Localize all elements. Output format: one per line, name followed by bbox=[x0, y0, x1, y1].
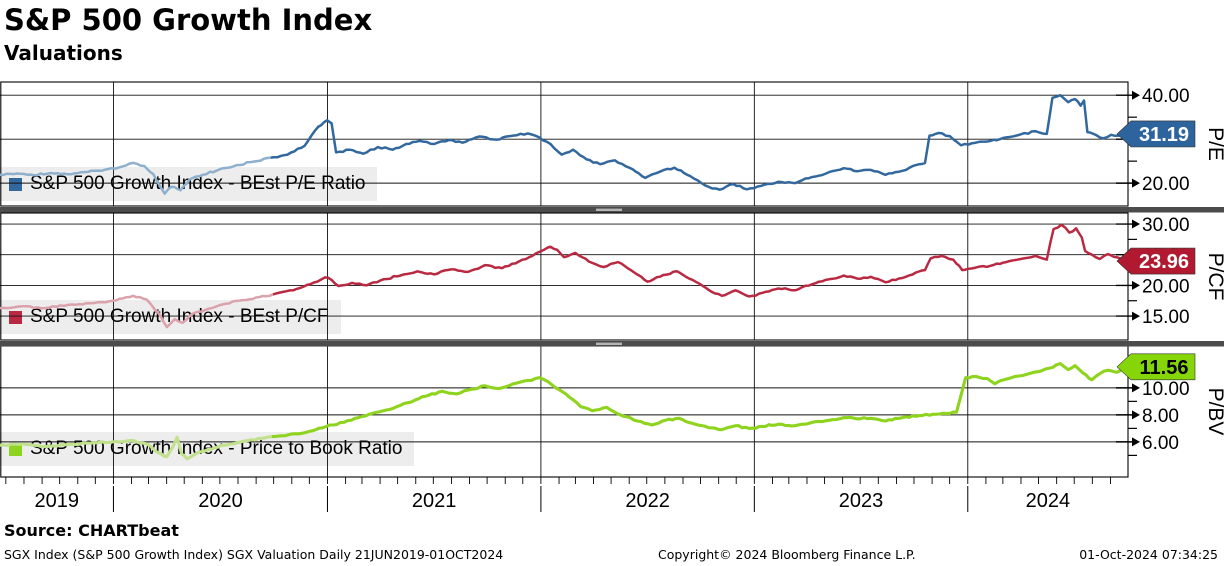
series-line-faded bbox=[0, 293, 274, 329]
year-label-2020: 2020 bbox=[198, 490, 243, 512]
series-line bbox=[272, 223, 1129, 298]
series-line-faded bbox=[0, 435, 272, 461]
last-value-label: 31.19 bbox=[1139, 124, 1189, 146]
last-value-label: 11.56 bbox=[1140, 357, 1189, 379]
y-tick-label: 10.00 bbox=[1142, 379, 1190, 400]
tick-arrow-icon bbox=[1132, 219, 1140, 229]
y-tick-label: 8.00 bbox=[1142, 406, 1179, 427]
y-tick-label: 20.00 bbox=[1142, 174, 1190, 195]
panel-separator[interactable] bbox=[0, 207, 1224, 213]
year-label-2023: 2023 bbox=[839, 490, 884, 512]
y-tick-label: 40.00 bbox=[1142, 86, 1190, 107]
year-label-2019: 2019 bbox=[34, 490, 79, 512]
year-label-2021: 2021 bbox=[412, 490, 457, 512]
axis-title-pcf: P/CF bbox=[1204, 253, 1224, 301]
page-subtitle: Valuations bbox=[4, 41, 123, 65]
last-value-label: 23.96 bbox=[1139, 251, 1189, 273]
footer-timestamp: 01-Oct-2024 07:34:25 bbox=[1079, 547, 1218, 562]
separator-handle-icon[interactable] bbox=[596, 342, 622, 345]
month-ticks bbox=[5, 477, 1111, 484]
x-axis-labels: 2019 2020 2021 2022 2023 2024 bbox=[34, 486, 1070, 512]
footer-copyright: Copyright© 2024 Bloomberg Finance L.P. bbox=[658, 547, 916, 562]
last-value-badge bbox=[1116, 353, 1196, 381]
tick-arrow-icon bbox=[1132, 178, 1140, 188]
tick-arrow-icon bbox=[1132, 280, 1140, 290]
series-line-faded bbox=[0, 156, 271, 195]
series-line bbox=[270, 93, 1129, 191]
y-tick-label: 6.00 bbox=[1142, 433, 1179, 454]
tick-arrow-icon bbox=[1132, 410, 1140, 420]
axis-title-pe: P/E bbox=[1204, 127, 1224, 161]
legend-marker-pcf-icon bbox=[9, 310, 22, 324]
y-tick-label: 30.00 bbox=[1142, 215, 1190, 236]
series-line bbox=[271, 362, 1129, 439]
tick-arrow-icon bbox=[1132, 383, 1140, 393]
year-label-2022: 2022 bbox=[625, 490, 670, 512]
footer-security-info: SGX Index (S&P 500 Growth Index) SGX Val… bbox=[4, 547, 504, 562]
legend-marker-pe-icon bbox=[9, 177, 22, 191]
source-label: Source: CHARTbeat bbox=[4, 521, 179, 540]
last-value-badge bbox=[1116, 247, 1196, 275]
y-tick-label: 20.00 bbox=[1142, 276, 1190, 297]
last-value-badge bbox=[1116, 120, 1196, 148]
axis-title-pbv: P/BV bbox=[1204, 388, 1224, 436]
tick-arrow-icon bbox=[1132, 437, 1140, 447]
tick-arrow-icon bbox=[1132, 311, 1140, 321]
y-tick-label: 15.00 bbox=[1142, 307, 1190, 328]
panel-border bbox=[0, 212, 1129, 341]
tick-arrow-icon bbox=[1132, 90, 1140, 100]
separator-handle-icon[interactable] bbox=[596, 208, 622, 211]
page-title: S&P 500 Growth Index bbox=[4, 3, 373, 37]
chart-header: S&P 500 Growth Index Valuations bbox=[4, 0, 372, 66]
panel-separator[interactable] bbox=[0, 341, 1224, 347]
year-label-2024: 2024 bbox=[1026, 490, 1071, 512]
panel-border bbox=[0, 345, 1129, 478]
